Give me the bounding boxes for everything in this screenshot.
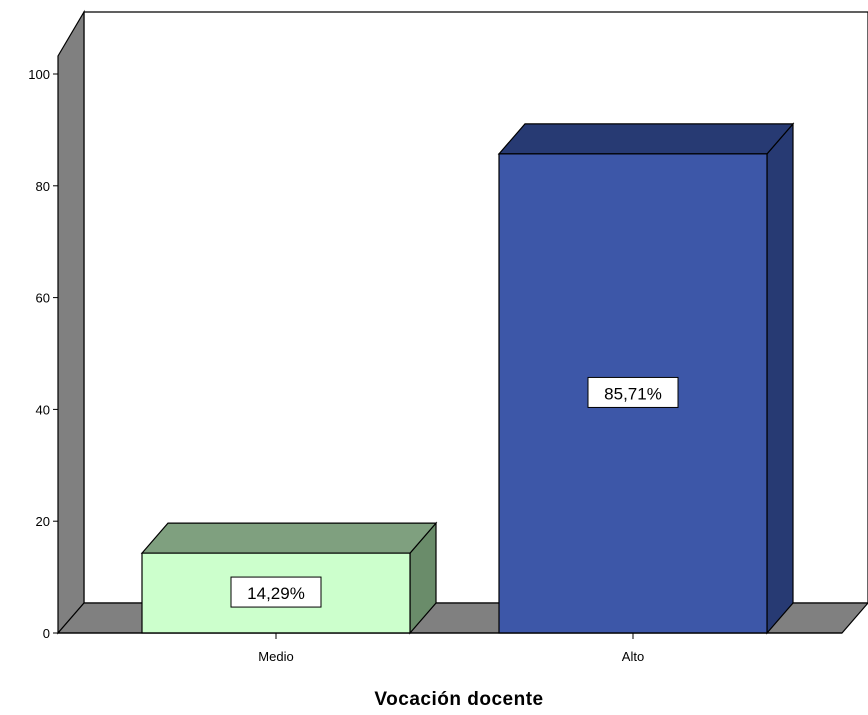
data-label-text: 14,29% <box>247 584 305 603</box>
x-tick-label: Medio <box>258 649 293 664</box>
y-tick-label: 60 <box>36 291 50 306</box>
data-label-box <box>587 376 679 408</box>
data-label-box <box>230 576 322 608</box>
bar-top-face <box>497 123 795 155</box>
y-tick-label: 100 <box>28 67 50 82</box>
y-axis: 0 20 40 60 80 100 <box>28 67 58 641</box>
bar-side-face <box>766 122 794 635</box>
y-tick-label: 0 <box>43 626 50 641</box>
bar-alto: 85,71% <box>497 122 795 635</box>
side-wall <box>57 9 85 635</box>
data-label-text: 85,71% <box>604 384 662 403</box>
x-axis-title: Vocación docente <box>374 689 543 710</box>
y-tick-label: 40 <box>36 402 50 417</box>
x-axis: Medio Alto <box>58 632 842 664</box>
y-tick-label: 20 <box>36 514 50 529</box>
data-label: 85,71% <box>587 376 679 408</box>
x-tick-label: Alto <box>622 649 644 664</box>
data-label: 14,29% <box>230 576 322 608</box>
bar-medio: 14,29% <box>140 521 438 635</box>
bar-top-face <box>140 522 438 554</box>
y-tick-label: 80 <box>36 179 50 194</box>
